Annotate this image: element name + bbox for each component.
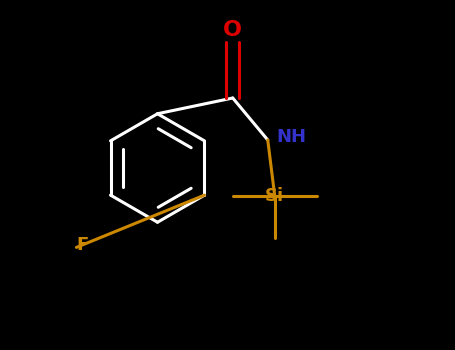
Text: F: F <box>76 236 88 254</box>
Text: Si: Si <box>265 187 284 205</box>
Text: NH: NH <box>277 127 307 146</box>
Text: O: O <box>223 20 242 40</box>
